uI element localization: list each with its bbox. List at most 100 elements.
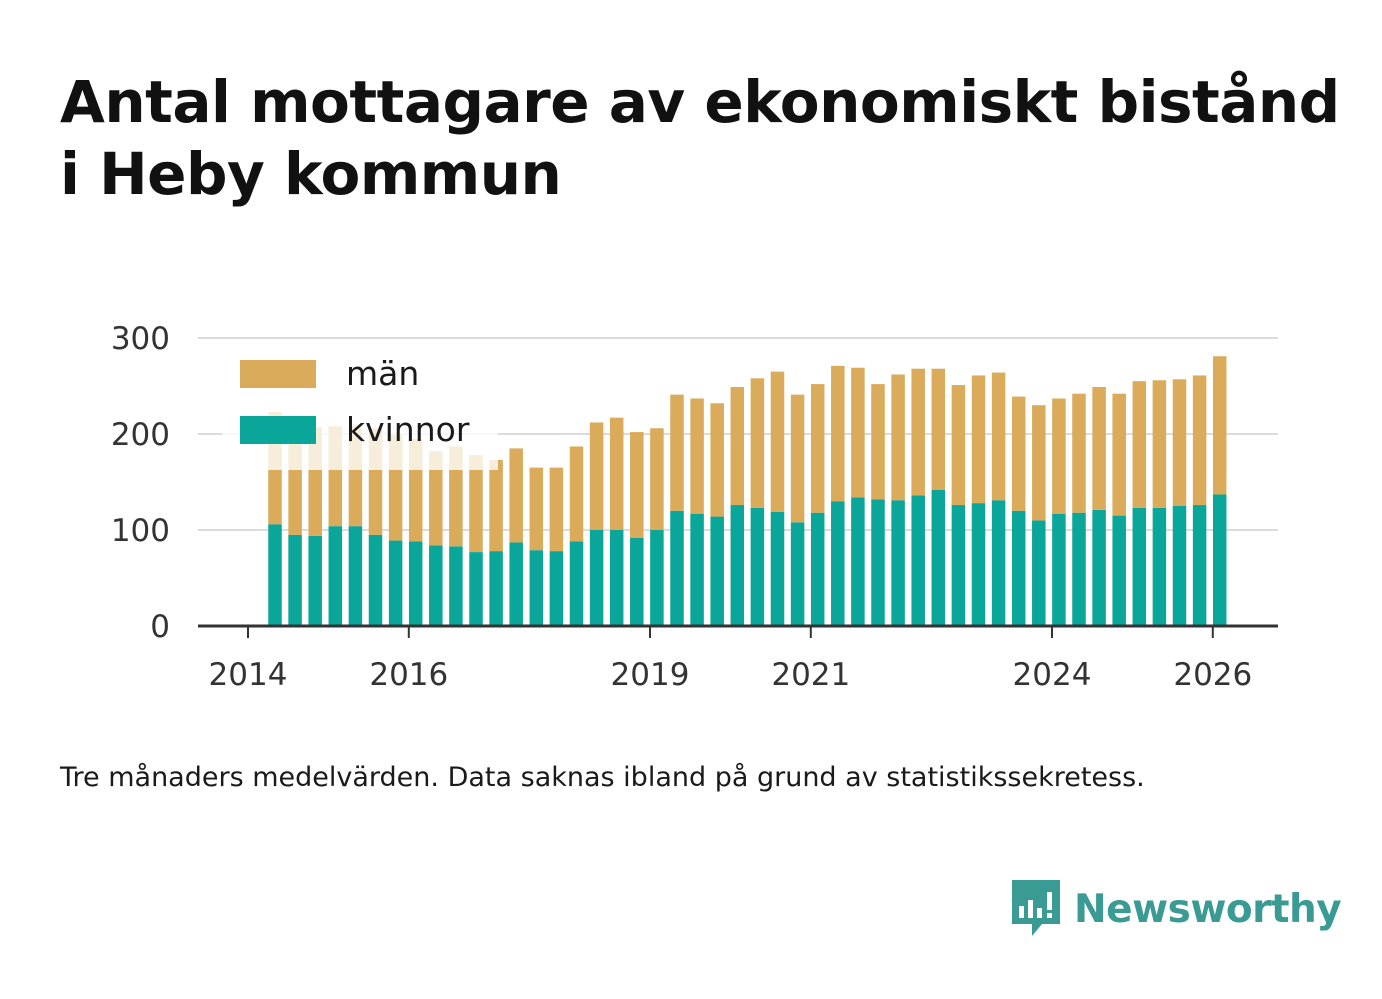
bar-man: [1011, 396, 1026, 511]
bar-kvinnor: [670, 510, 684, 626]
bar-kvinnor: [891, 500, 905, 626]
bar-man: [730, 386, 745, 506]
bar-man: [931, 368, 946, 490]
logo-bar-1: [1019, 906, 1024, 918]
y-tick-label: 100: [111, 513, 170, 549]
bar-kvinnor: [549, 551, 564, 626]
bar-kvinnor: [469, 552, 483, 626]
legend-swatch: [240, 360, 316, 388]
bar-kvinnor: [750, 507, 765, 626]
bar-kvinnor: [991, 500, 1006, 626]
bar-man: [589, 422, 604, 530]
bar-kvinnor: [408, 541, 423, 626]
bar-kvinnor: [509, 542, 523, 626]
bar-man: [851, 367, 865, 498]
x-tick-label: 2026: [1173, 657, 1252, 693]
bar-kvinnor: [348, 526, 363, 626]
bar-kvinnor: [1172, 506, 1187, 626]
bar-kvinnor: [1072, 512, 1086, 626]
bar-man: [891, 374, 905, 501]
bar-kvinnor: [1192, 505, 1207, 626]
bar-man: [529, 467, 544, 551]
legend-swatch: [240, 416, 316, 444]
bar-kvinnor: [730, 505, 745, 626]
bar-kvinnor: [690, 513, 704, 626]
bar-kvinnor: [971, 503, 986, 626]
bar-man: [630, 432, 644, 538]
bar-kvinnor: [951, 505, 966, 626]
legend: män kvinnor: [222, 352, 498, 470]
brand-logo[interactable]: Newsworthy: [1010, 878, 1342, 940]
bar-man: [871, 384, 885, 500]
bar-man: [1212, 356, 1227, 495]
bar-man: [991, 372, 1006, 501]
bar-man: [750, 378, 765, 508]
y-tick-label: 0: [150, 609, 170, 645]
bar-man: [710, 403, 724, 517]
legend-label: kvinnor: [346, 410, 470, 449]
bar-man: [1032, 405, 1046, 521]
bar-kvinnor: [1011, 510, 1026, 626]
bar-man: [971, 375, 986, 504]
bar-kvinnor: [790, 522, 805, 626]
bar-man: [429, 451, 443, 546]
bar-kvinnor: [770, 511, 785, 626]
bar-man: [489, 459, 503, 552]
bar-kvinnor: [449, 546, 463, 626]
bar-kvinnor: [931, 489, 946, 626]
bar-man: [1172, 379, 1187, 506]
bar-kvinnor: [1132, 507, 1147, 626]
bar-man: [650, 428, 664, 530]
bar-man: [509, 448, 523, 543]
bar-kvinnor: [810, 512, 825, 626]
bar-kvinnor: [569, 541, 584, 626]
bar-kvinnor: [489, 551, 503, 626]
x-tick-label: 2016: [369, 657, 448, 693]
y-tick-label: 300: [111, 321, 170, 357]
bar-kvinnor: [368, 534, 383, 626]
x-tick-label: 2014: [209, 657, 288, 693]
footnote: Tre månaders medelvärden. Data saknas ib…: [60, 762, 1145, 793]
bar-man: [1132, 381, 1147, 508]
bar-kvinnor: [911, 495, 925, 626]
bar-man: [951, 385, 966, 506]
bar-man: [609, 417, 624, 530]
bar-kvinnor: [1112, 515, 1126, 626]
bar-kvinnor: [288, 534, 302, 626]
bar-man: [1192, 375, 1207, 506]
bar-kvinnor: [851, 497, 865, 626]
newsworthy-logo-icon: [1012, 880, 1060, 936]
bars: [268, 356, 1227, 626]
x-tick-label: 2021: [771, 657, 850, 693]
bar-kvinnor: [1152, 507, 1167, 626]
bar-kvinnor: [650, 530, 664, 626]
x-tick-label: 2024: [1013, 657, 1092, 693]
bar-man: [1052, 398, 1066, 514]
bar-kvinnor: [308, 535, 322, 626]
bar-kvinnor: [328, 526, 343, 626]
bar-kvinnor: [871, 499, 885, 626]
bar-man: [790, 394, 805, 523]
bar-kvinnor: [1032, 520, 1046, 626]
legend-label: män: [346, 354, 419, 393]
bar-man: [1152, 380, 1167, 508]
bar-man: [911, 368, 925, 496]
logo-bar-2: [1028, 900, 1033, 918]
bar-man: [831, 365, 845, 502]
x-tick-label: 2019: [611, 657, 690, 693]
bar-man: [1092, 386, 1106, 510]
bar-kvinnor: [609, 530, 624, 626]
bar-kvinnor: [1052, 513, 1066, 626]
bar-kvinnor: [710, 516, 724, 626]
bar-kvinnor: [1212, 494, 1227, 626]
axes: 0 100 200 300 2014 2016 2019 2021 2024 2026: [111, 321, 1278, 693]
bar-man: [810, 384, 825, 513]
bar-kvinnor: [589, 530, 604, 626]
logo-dot: [1047, 913, 1052, 918]
bar-man: [670, 394, 684, 511]
bar-man: [690, 398, 704, 514]
bar-man: [469, 455, 483, 553]
bar-man: [569, 446, 584, 542]
bar-man: [1112, 393, 1126, 516]
